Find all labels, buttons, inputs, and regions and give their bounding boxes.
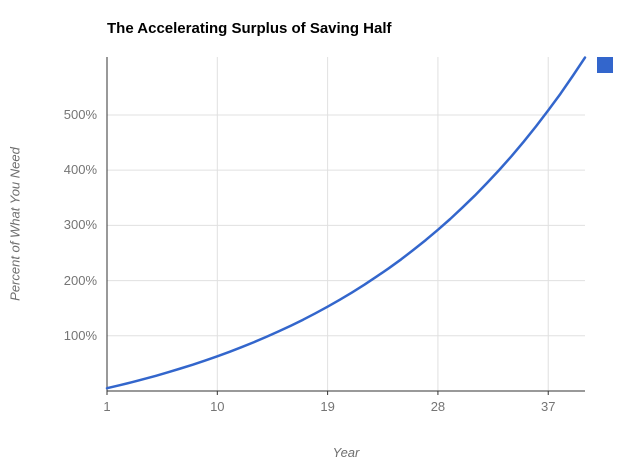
series-line <box>105 56 587 390</box>
x-axis-title: Year <box>332 445 360 460</box>
y-tick-label: 500% <box>63 106 97 122</box>
x-tick-label: 1 <box>103 399 111 414</box>
x-tick-label: 37 <box>540 399 556 414</box>
y-tick-label: 100% <box>63 327 97 343</box>
x-tick-label: 10 <box>210 399 225 414</box>
y-tick-label: 200% <box>63 272 97 288</box>
y-tick-label: 300% <box>63 217 97 233</box>
chart-title: The Accelerating Surplus of Saving Half <box>107 20 392 37</box>
y-tick-label: 400% <box>63 162 97 178</box>
y-axis-title: Percent of What You Need <box>7 147 23 301</box>
x-tick-label: 19 <box>320 399 335 414</box>
legend-swatch <box>597 57 613 73</box>
x-tick-label: 28 <box>430 399 446 414</box>
